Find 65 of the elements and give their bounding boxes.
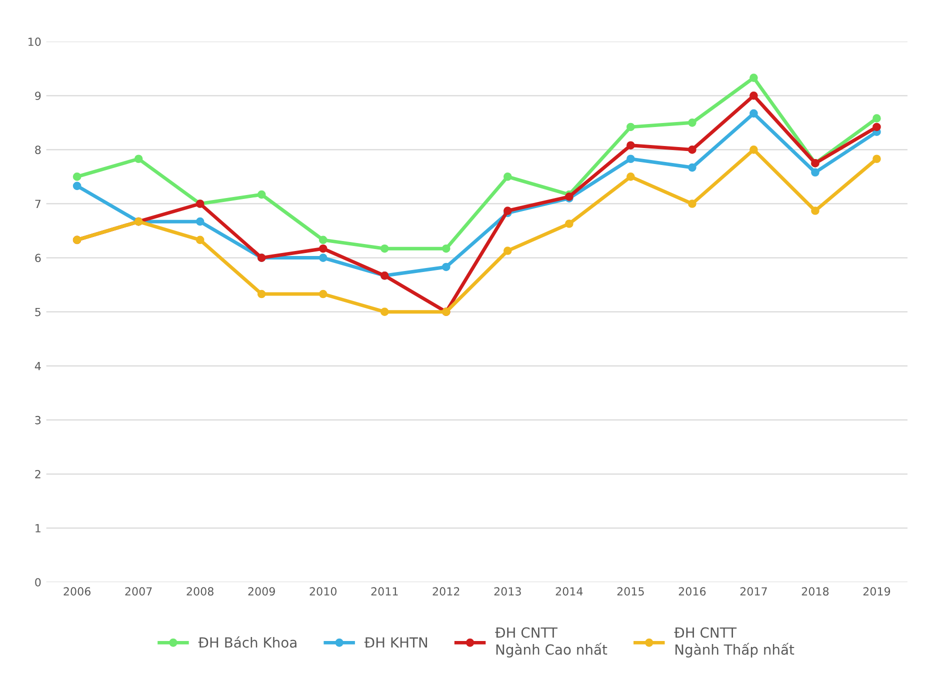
y-tick-label: 3 xyxy=(35,416,41,424)
point xyxy=(750,146,758,154)
point xyxy=(257,290,266,298)
y-tick-label: 0 xyxy=(35,578,41,586)
point xyxy=(196,217,204,226)
point xyxy=(688,118,696,127)
point xyxy=(811,206,820,215)
y-tick-label: 2 xyxy=(35,470,40,478)
x-tick-label: 2014 xyxy=(556,587,583,596)
point xyxy=(626,154,635,164)
point xyxy=(196,236,204,244)
point xyxy=(564,220,574,228)
x-tick-label: 2018 xyxy=(802,587,829,596)
point xyxy=(872,114,881,123)
point xyxy=(688,163,696,172)
y-tick-label: 6 xyxy=(35,254,41,262)
x-tick-label: 2013 xyxy=(494,587,521,596)
point xyxy=(72,182,82,190)
x-tick-label: 2006 xyxy=(64,587,90,596)
point xyxy=(380,244,389,253)
y-tick-label: 5 xyxy=(35,308,40,316)
point xyxy=(750,74,758,82)
x-tick-label: 2012 xyxy=(432,587,460,596)
point xyxy=(811,168,820,177)
point xyxy=(626,172,635,181)
point xyxy=(503,206,512,215)
legend-label: ĐH CNTT Ngành Thấp nhất xyxy=(674,627,794,658)
x-tick-label: 2008 xyxy=(186,587,214,596)
x-tick-label: 2015 xyxy=(617,587,644,596)
point xyxy=(872,122,881,132)
y-tick-label: 4 xyxy=(34,362,41,370)
x-tick-label: 2019 xyxy=(863,587,890,596)
legend-label: ĐH Bách Khoa xyxy=(198,636,296,648)
x-tick-label: 2009 xyxy=(248,587,275,596)
point xyxy=(318,254,328,262)
point xyxy=(688,200,696,208)
point xyxy=(72,172,82,181)
point xyxy=(318,244,328,253)
x-tick-label: 2007 xyxy=(125,587,152,596)
point xyxy=(750,91,758,100)
legend-label: ĐH KHTN xyxy=(364,637,428,648)
point xyxy=(257,190,266,199)
point xyxy=(503,246,512,255)
legend-label: ĐH CNTT Ngành Cao nhất xyxy=(495,627,608,658)
point xyxy=(750,109,758,118)
point xyxy=(318,236,328,244)
x-tick-label: 2010 xyxy=(310,587,337,596)
y-tick-label: 8 xyxy=(35,146,41,154)
y-tick-label: 7 xyxy=(35,200,40,208)
point xyxy=(134,154,143,164)
point xyxy=(503,172,512,181)
point xyxy=(442,244,450,253)
x-tick-label: 2016 xyxy=(678,587,706,596)
point xyxy=(380,308,389,316)
point xyxy=(626,141,635,150)
point xyxy=(688,146,696,154)
y-tick-label: 10 xyxy=(28,38,41,46)
point xyxy=(872,154,881,164)
x-tick-label: 2011 xyxy=(371,587,398,596)
x-tick-label: 2017 xyxy=(740,587,767,596)
point xyxy=(318,290,328,298)
y-tick-label: 1 xyxy=(36,524,40,532)
point xyxy=(442,262,450,272)
y-tick-label: 9 xyxy=(35,92,41,100)
point xyxy=(626,122,635,132)
